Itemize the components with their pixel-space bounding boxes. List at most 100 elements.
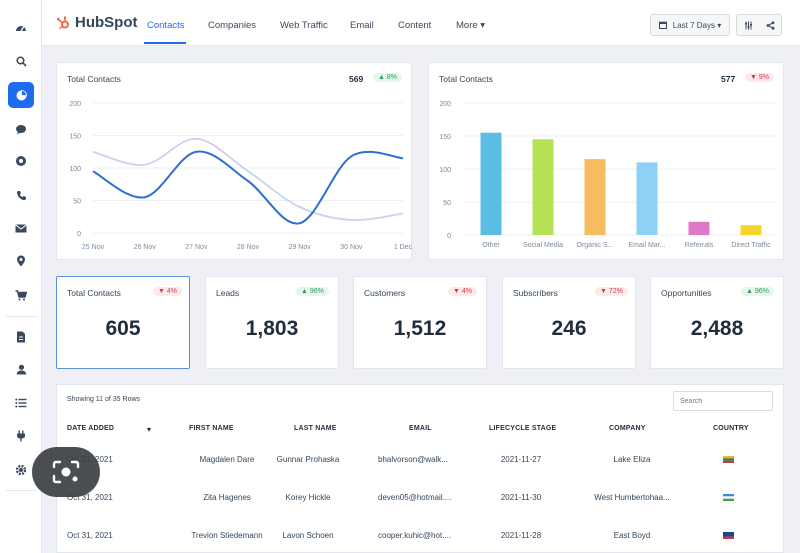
bar[interactable] xyxy=(584,159,606,235)
category-label: Direct Traffic xyxy=(731,242,771,249)
bar-chart-badge: ▼ 9% xyxy=(745,73,774,82)
cart-icon[interactable] xyxy=(8,282,34,308)
brand-logo[interactable]: HubSpot xyxy=(56,14,137,31)
category-label: Social Media xyxy=(523,242,563,249)
series-line xyxy=(92,150,404,225)
x-tick-label: 29 Nov xyxy=(289,244,312,251)
bar[interactable] xyxy=(532,139,554,235)
table-cell: Lavon Schoen xyxy=(282,531,334,540)
table-cell: deven05@hotmail.... xyxy=(378,493,452,502)
stat-value: 1,803 xyxy=(245,317,299,340)
dashboard-icon[interactable] xyxy=(8,14,34,40)
bar[interactable] xyxy=(636,162,658,235)
stat-badge: ▼ 4% xyxy=(153,287,182,296)
phone-icon[interactable] xyxy=(8,182,34,208)
y-tick-label: 100 xyxy=(439,167,451,174)
bar[interactable] xyxy=(480,132,502,235)
y-tick-label: 150 xyxy=(69,134,81,141)
bar[interactable] xyxy=(740,225,762,235)
column-header-country[interactable]: COUNTRY xyxy=(713,425,749,432)
table-cell: Oct 31, 2021 xyxy=(67,531,113,540)
category-label: Referrals xyxy=(685,242,714,249)
y-tick-label: 50 xyxy=(73,199,81,206)
date-range-button[interactable]: Last 7 Days ▾ xyxy=(650,14,730,36)
date-range-label: Last 7 Days ▾ xyxy=(672,20,722,30)
document-icon[interactable] xyxy=(8,324,34,350)
table-cell: Korey Hickle xyxy=(285,493,331,502)
table-cell: Zita Hagenes xyxy=(203,493,251,502)
series-line xyxy=(92,137,404,221)
country-flag-icon xyxy=(723,494,734,501)
stat-card-subscribers[interactable]: Subscribers ▼ 72% 246 xyxy=(502,276,636,369)
category-label: Organic S... xyxy=(577,242,614,249)
line-chart: 0 50 100 150 200 25 Nov 26 Nov 27 Nov 28 Nov 29 N… xyxy=(69,101,413,251)
lens-camera-button[interactable] xyxy=(32,447,100,497)
reports-icon[interactable] xyxy=(8,82,34,108)
column-header-date-added[interactable]: DATE ADDED xyxy=(67,425,115,432)
tab-more[interactable]: More ▾ xyxy=(456,20,486,31)
stat-title: Leads xyxy=(216,288,240,298)
user-icon[interactable] xyxy=(8,356,34,382)
x-tick-label: 1 Dec xyxy=(394,244,413,251)
tab-content[interactable]: Content xyxy=(398,20,432,31)
bar[interactable] xyxy=(688,221,710,235)
country-flag-icon xyxy=(723,532,734,539)
tab-companies[interactable]: Companies xyxy=(208,20,257,31)
column-header-lifecycle-stage[interactable]: LIFECYCLE STAGE xyxy=(489,425,557,432)
stat-value: 605 xyxy=(105,317,141,340)
y-tick-label: 0 xyxy=(447,233,451,240)
mail-icon[interactable] xyxy=(8,215,34,241)
tab-contacts[interactable]: Contacts xyxy=(147,20,185,31)
rows-count-label: Showing 11 of 35 Rows xyxy=(67,396,141,403)
column-header-email[interactable]: EMAIL xyxy=(409,425,432,432)
y-tick-label: 50 xyxy=(443,200,451,207)
stat-card-total-contacts[interactable]: Total Contacts ▼ 4% 605 xyxy=(56,276,190,369)
x-tick-label: 27 Nov xyxy=(185,244,208,251)
category-label: Email Mar... xyxy=(629,242,666,249)
table-cell: East Boyd xyxy=(613,531,651,540)
stat-badge: ▼ 4% xyxy=(448,287,477,296)
plug-icon[interactable] xyxy=(8,423,34,449)
stat-title: Total Contacts xyxy=(67,288,121,298)
tab-email[interactable]: Email xyxy=(350,20,374,31)
top-navigation-bar: HubSpot Contacts Companies Web Traffic E… xyxy=(42,0,800,46)
y-tick-label: 150 xyxy=(439,134,451,141)
y-tick-label: 100 xyxy=(69,166,81,173)
y-tick-label: 200 xyxy=(439,101,451,108)
stat-card-customers[interactable]: Customers ▼ 4% 1,512 xyxy=(353,276,487,369)
stat-card-opportunities[interactable]: Opportunities ▲ 96% 2,488 xyxy=(650,276,784,369)
sort-indicator[interactable]: ▾ xyxy=(147,425,152,434)
bar-chart-card: Total Contacts 577 ▼ 9% 0 50 100 150 200 Othe… xyxy=(428,62,784,260)
table-cell: Magdalen Dare xyxy=(199,455,255,464)
column-header-first-name[interactable]: FIRST NAME xyxy=(189,425,234,432)
line-chart-badge: ▲ 8% xyxy=(373,73,402,82)
brand-name: HubSpot xyxy=(75,14,138,31)
stat-title: Subscribers xyxy=(513,288,558,298)
location-icon[interactable] xyxy=(8,248,34,274)
calendar-icon xyxy=(658,21,667,29)
search-icon[interactable] xyxy=(8,48,34,74)
x-tick-label: 30 Nov xyxy=(340,244,363,251)
table-search-input[interactable] xyxy=(673,391,773,411)
filter-sliders-icon[interactable] xyxy=(744,21,753,30)
help-icon[interactable] xyxy=(8,148,34,174)
column-header-last-name[interactable]: LAST NAME xyxy=(294,425,337,432)
list-icon[interactable] xyxy=(8,390,34,416)
table-cell: bhalvorson@walk... xyxy=(378,455,448,464)
stat-badge: ▲ 96% xyxy=(296,287,329,296)
hubspot-sprocket-icon xyxy=(56,15,69,29)
sidebar xyxy=(0,0,42,553)
table-cell: cooper.kuhic@hot.... xyxy=(378,531,452,540)
category-label: Other xyxy=(482,242,500,249)
contacts-table-card: Showing 11 of 35 Rows DATE ADDED ▾ FIRST… xyxy=(56,384,784,553)
chat-icon[interactable] xyxy=(8,116,34,142)
share-icon[interactable] xyxy=(766,20,775,30)
stat-card-leads[interactable]: Leads ▲ 96% 1,803 xyxy=(205,276,339,369)
tab-web-traffic[interactable]: Web Traffic xyxy=(280,20,328,31)
x-tick-label: 28 Nov xyxy=(237,244,260,251)
active-tab-underline xyxy=(144,42,186,44)
line-chart-title: Total Contacts xyxy=(67,74,121,84)
table-cell: Gunnar Prohaska xyxy=(276,455,340,464)
column-header-company[interactable]: COMPANY xyxy=(609,425,646,432)
settings-icon[interactable] xyxy=(8,457,34,483)
